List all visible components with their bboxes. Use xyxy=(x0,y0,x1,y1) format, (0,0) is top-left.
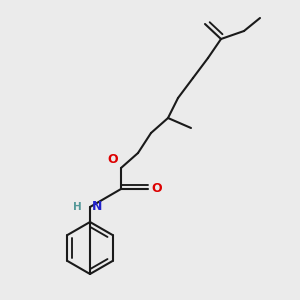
Text: O: O xyxy=(107,153,118,166)
Text: N: N xyxy=(92,200,102,214)
Text: O: O xyxy=(151,182,162,196)
Text: H: H xyxy=(73,202,82,212)
